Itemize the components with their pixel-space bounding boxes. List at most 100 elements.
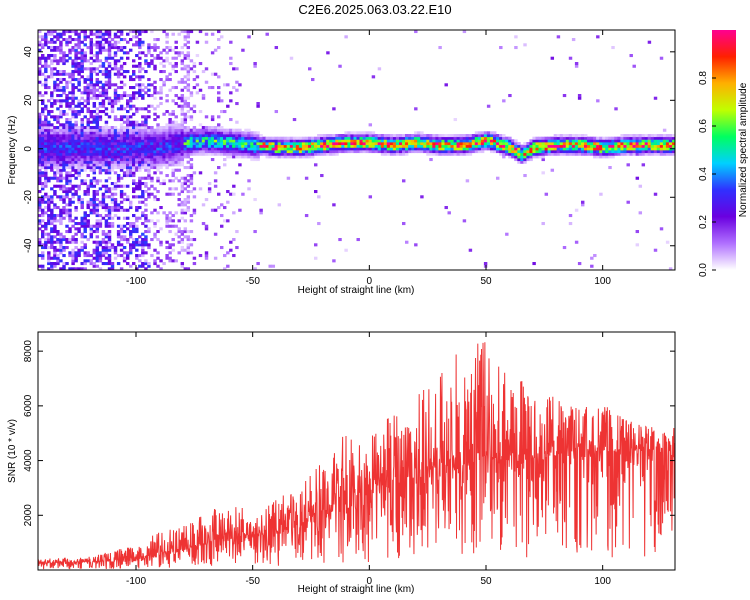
heatmap-cell bbox=[165, 99, 169, 103]
heatmap-cell bbox=[311, 155, 315, 159]
heatmap-cell bbox=[668, 134, 673, 138]
heatmap-cell bbox=[314, 256, 318, 260]
heatmap-cell bbox=[50, 230, 54, 234]
heatmap-cell bbox=[80, 134, 84, 138]
heatmap-cell bbox=[383, 144, 388, 148]
heatmap-cell bbox=[113, 115, 118, 119]
heatmap-cell bbox=[101, 158, 106, 162]
heatmap-cell bbox=[44, 238, 48, 242]
heatmap-cell bbox=[189, 158, 194, 162]
heatmap-cell bbox=[544, 147, 549, 151]
heatmap-cell bbox=[559, 144, 564, 148]
heatmap-cell bbox=[71, 235, 75, 239]
heatmap-cell bbox=[126, 195, 130, 199]
heatmap-cell bbox=[662, 142, 667, 146]
heatmap-cell bbox=[168, 219, 172, 223]
heatmap-cell bbox=[226, 104, 230, 108]
heatmap-cell bbox=[126, 152, 130, 156]
heatmap-cell bbox=[289, 152, 294, 156]
heatmap-cell bbox=[141, 152, 145, 156]
heatmap-cell bbox=[41, 235, 45, 239]
heatmap-cell bbox=[135, 158, 139, 162]
heatmap-cell bbox=[638, 150, 643, 154]
heatmap-cell bbox=[77, 184, 81, 188]
heatmap-cell bbox=[186, 195, 191, 199]
heatmap-cell bbox=[480, 142, 485, 146]
heatmap-cell bbox=[116, 224, 121, 228]
heatmap-cell bbox=[177, 144, 181, 148]
heatmap-cell bbox=[238, 131, 242, 135]
heatmap-cell bbox=[38, 150, 42, 154]
heatmap-cell bbox=[662, 147, 667, 151]
heatmap-cell bbox=[92, 59, 97, 63]
heatmap-cell bbox=[532, 139, 536, 143]
snr-x-axis: -100 -50 0 50 100 bbox=[126, 332, 611, 587]
heatmap-cell bbox=[168, 150, 172, 154]
heatmap-cell bbox=[368, 136, 373, 140]
heatmap-cell bbox=[180, 46, 185, 50]
heatmap-cell bbox=[159, 128, 163, 132]
heatmap-cell bbox=[50, 195, 54, 199]
heatmap-cell bbox=[53, 155, 57, 159]
heatmap-cell bbox=[119, 67, 124, 71]
heatmap-cell bbox=[408, 139, 412, 143]
heatmap-cell bbox=[156, 104, 160, 108]
heatmap-cell bbox=[119, 30, 124, 34]
heatmap-cell bbox=[41, 139, 45, 143]
colorbar-tick-label: 0.4 bbox=[698, 167, 709, 181]
heatmap-cell bbox=[129, 248, 133, 252]
heatmap-cell bbox=[119, 168, 124, 172]
heatmap-cell bbox=[477, 139, 482, 143]
heatmap-cell bbox=[177, 54, 181, 58]
heatmap-cell bbox=[220, 128, 224, 132]
heatmap-cell bbox=[168, 62, 172, 66]
heatmap-cell bbox=[581, 150, 585, 154]
heatmap-cell bbox=[92, 190, 97, 194]
heatmap-cell bbox=[104, 190, 109, 194]
heatmap-cell bbox=[444, 136, 448, 140]
heatmap-cell bbox=[229, 152, 233, 156]
heatmap-cell bbox=[417, 150, 421, 154]
heatmap-cell bbox=[80, 118, 84, 122]
heatmap-cell bbox=[292, 144, 297, 148]
heatmap-cell bbox=[395, 142, 400, 146]
heatmap-cell bbox=[116, 147, 121, 151]
heatmap-cell bbox=[141, 176, 145, 180]
heatmap-cell bbox=[107, 267, 112, 270]
heatmap-cell bbox=[180, 78, 185, 82]
heatmap-cell bbox=[529, 144, 533, 148]
heatmap-cell bbox=[171, 110, 175, 114]
heatmap-cell bbox=[220, 126, 224, 130]
heatmap-cell bbox=[365, 136, 370, 140]
heatmap-cell bbox=[174, 46, 178, 50]
heatmap-cell bbox=[471, 136, 476, 140]
heatmap-cell bbox=[44, 147, 48, 151]
heatmap-cell bbox=[289, 56, 294, 60]
heatmap-cell bbox=[259, 150, 263, 154]
heatmap-cell bbox=[317, 222, 321, 226]
heatmap-cell bbox=[298, 152, 303, 156]
heatmap-cell bbox=[171, 136, 175, 140]
heatmap-cell bbox=[38, 35, 42, 39]
heatmap-cell bbox=[456, 134, 461, 138]
heatmap-cell bbox=[62, 262, 66, 266]
heatmap-cell bbox=[86, 152, 90, 156]
heatmap-cell bbox=[41, 155, 45, 159]
heatmap-cell bbox=[53, 158, 57, 162]
heatmap-cell bbox=[201, 128, 206, 132]
heatmap-cell bbox=[119, 131, 124, 135]
heatmap-cell bbox=[647, 150, 652, 154]
heatmap-cell bbox=[101, 203, 106, 207]
heatmap-cell bbox=[420, 144, 424, 148]
heatmap-cell bbox=[107, 230, 112, 234]
heatmap-cell bbox=[626, 139, 630, 143]
heatmap-cell bbox=[341, 144, 345, 148]
heatmap-cell bbox=[65, 195, 69, 199]
heatmap-cell bbox=[274, 150, 279, 154]
heatmap-cell bbox=[44, 64, 48, 68]
heatmap-cell bbox=[56, 72, 60, 76]
heatmap-cell bbox=[493, 134, 497, 138]
heatmap-cell bbox=[659, 150, 664, 154]
heatmap-cell bbox=[638, 142, 643, 146]
heatmap-cell bbox=[414, 30, 418, 34]
